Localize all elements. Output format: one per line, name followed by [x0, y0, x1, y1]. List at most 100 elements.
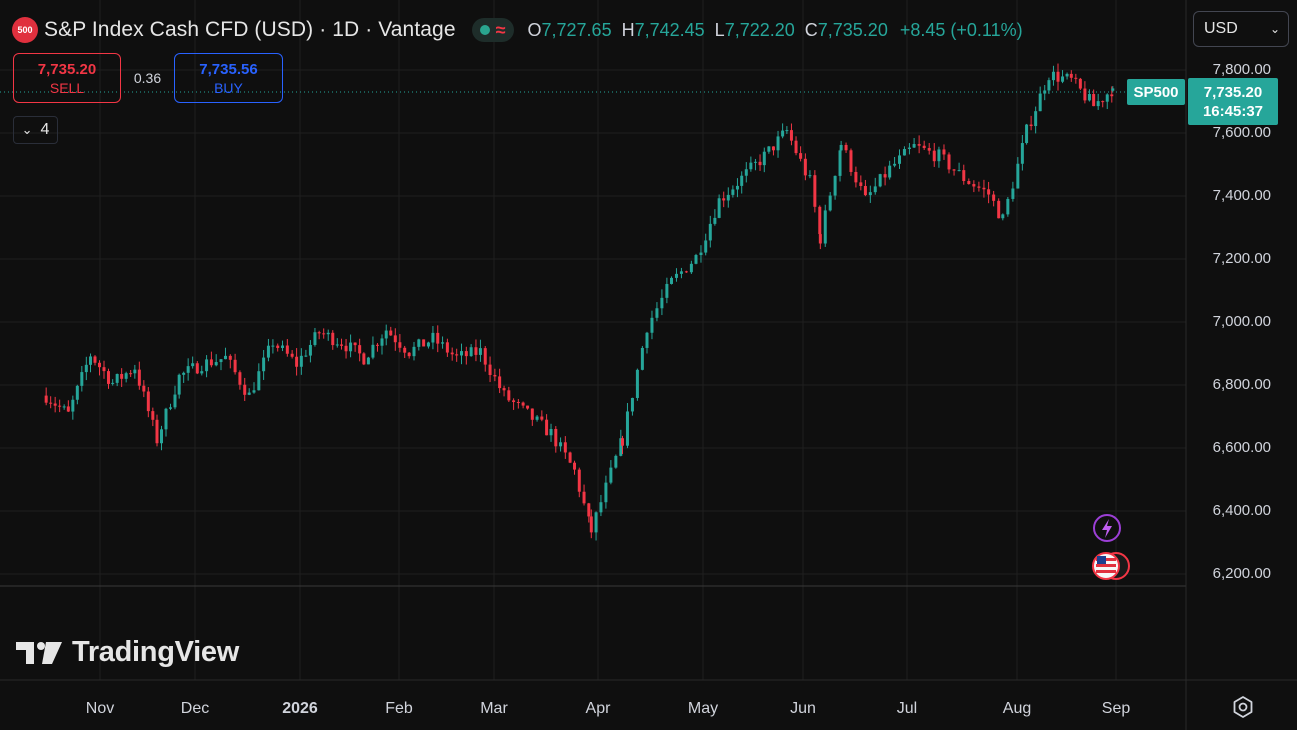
candle-body — [313, 332, 317, 345]
candle-body — [276, 345, 280, 348]
candle-body — [1074, 77, 1078, 79]
candle-body — [722, 198, 726, 201]
candle-body — [398, 342, 402, 348]
candle-body — [599, 502, 603, 513]
candle-body — [507, 390, 511, 401]
candle-body — [781, 130, 785, 137]
candle-body — [665, 283, 669, 298]
candle-body — [344, 345, 348, 352]
time-axis[interactable]: Nov Dec 2026 Feb Mar Apr May Jun Jul Aug Sep — [86, 700, 1131, 717]
symbol-logo-icon[interactable]: 500 — [12, 17, 38, 43]
settings-gear-icon[interactable] — [1230, 694, 1256, 720]
candle-body — [498, 376, 502, 389]
candle-body — [142, 385, 146, 392]
symbol-title[interactable]: S&P Index Cash CFD (USD) · 1D · Vantage — [44, 18, 456, 41]
candle-body — [684, 271, 688, 273]
ohlc-key: C — [804, 19, 818, 40]
market-status-pill[interactable]: ≈ — [471, 18, 514, 42]
candle-body — [758, 161, 762, 166]
time-tick-label: Jun — [790, 700, 816, 717]
candle-body — [209, 359, 213, 366]
candle-body — [266, 345, 270, 358]
candle-body — [818, 206, 822, 235]
candle-body — [888, 165, 892, 178]
candle-body — [868, 192, 872, 196]
chevron-down-icon: ⌄ — [21, 122, 33, 137]
tradingview-logo-icon — [16, 641, 62, 664]
candle-body — [749, 162, 753, 170]
candle-body — [299, 355, 303, 367]
candle-body — [455, 354, 459, 356]
candle-body — [735, 185, 739, 190]
time-tick-label: 2026 — [282, 700, 318, 717]
candle-body — [803, 158, 807, 176]
candle-body — [549, 428, 553, 436]
candle-body — [992, 194, 996, 201]
price-change: +8.45 (+0.11%) — [899, 19, 1023, 40]
currency-select[interactable]: USD ⌄ — [1193, 11, 1289, 47]
candle-body — [1110, 94, 1114, 97]
buy-price: 7,735.56 — [199, 60, 258, 78]
market-open-icon — [479, 25, 490, 35]
candle-body — [947, 154, 951, 170]
candle-body — [589, 516, 593, 533]
tradingview-logo[interactable]: TradingView — [16, 636, 239, 669]
candle-body — [1034, 111, 1038, 127]
candle-body — [731, 189, 735, 195]
candle-body — [922, 145, 926, 149]
candle-body — [322, 333, 326, 335]
low-value: 7,722.20 — [724, 19, 795, 40]
candle-body — [1038, 93, 1042, 112]
candle-body — [362, 353, 366, 365]
candle-body — [952, 169, 956, 171]
candle-body — [257, 371, 261, 391]
candle-body — [767, 146, 771, 152]
lightning-event-icon[interactable] — [1093, 514, 1121, 542]
sell-button[interactable]: 7,735.20 SELL — [13, 53, 121, 103]
candle-body — [1016, 163, 1020, 189]
us-flag-event-icon[interactable] — [1092, 552, 1130, 580]
candle-body — [1043, 90, 1047, 94]
candle-body — [873, 186, 877, 193]
candle-body — [173, 394, 177, 408]
time-tick-label: Feb — [385, 700, 413, 717]
currency-value: USD — [1204, 20, 1238, 37]
price-tick-label: 6,800.00 — [1213, 376, 1271, 393]
candle-body — [436, 332, 440, 344]
candle-body — [753, 161, 757, 163]
candle-body — [1078, 78, 1082, 89]
time-tick-label: Aug — [1003, 700, 1031, 717]
price-tick-label: 7,000.00 — [1213, 313, 1271, 330]
candle-body — [469, 347, 473, 357]
candle-body — [937, 149, 941, 162]
candle-body — [655, 308, 659, 318]
indicators-toggle-button[interactable]: ⌄ 4 — [13, 116, 58, 144]
candle-body — [645, 332, 649, 348]
candle-body — [326, 332, 330, 335]
candle-body — [488, 364, 492, 376]
candle-body — [957, 170, 961, 172]
price-axis[interactable]: 7,800.00 7,600.00 7,400.00 7,200.00 7,000.00… — [1213, 61, 1271, 582]
buy-button[interactable]: 7,735.56 BUY — [174, 53, 283, 103]
candle-body — [604, 482, 608, 503]
candle-body — [247, 392, 251, 395]
candle-body — [828, 195, 832, 211]
candle-body — [219, 359, 223, 363]
candle-body — [393, 335, 397, 343]
candle-body — [799, 153, 803, 159]
candle-body — [977, 186, 981, 188]
candle-body — [594, 512, 598, 533]
candle-body — [407, 352, 411, 357]
candle-body — [335, 344, 339, 346]
candle-body — [1101, 101, 1105, 103]
time-tick-label: Apr — [586, 700, 612, 717]
candle-body — [932, 150, 936, 162]
candle-body — [545, 419, 549, 436]
candle-body — [262, 357, 266, 372]
candle-body — [1020, 143, 1024, 164]
candle-body — [762, 151, 766, 166]
candle-body — [340, 344, 344, 346]
candle-body — [295, 356, 299, 367]
candle-body — [115, 374, 119, 383]
